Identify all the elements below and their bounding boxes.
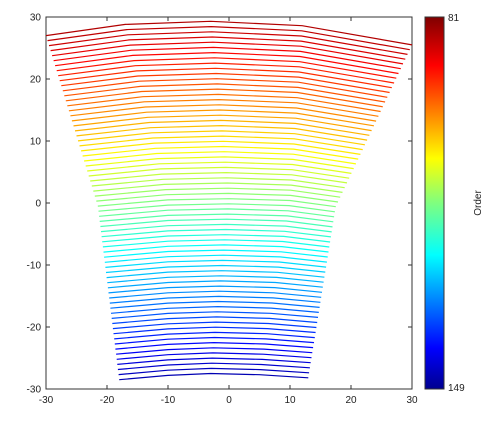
order-line-136 [110, 305, 319, 314]
order-line-90 [59, 67, 392, 89]
order-line-118 [99, 213, 334, 223]
order-line-137 [111, 311, 319, 319]
order-line-84 [50, 36, 406, 60]
y-tick-label: 0 [35, 199, 41, 210]
order-line-142 [114, 336, 315, 345]
order-line-130 [107, 275, 324, 284]
x-tick-label: 10 [284, 395, 296, 406]
x-axis: -30 -20 -10 0 10 20 30 [39, 17, 418, 406]
x-tick-label: 20 [345, 395, 357, 406]
order-line-119 [100, 218, 333, 228]
order-line-115 [97, 198, 336, 208]
order-line-113 [94, 187, 341, 198]
order-line-117 [99, 208, 335, 218]
order-line-144 [116, 347, 313, 355]
order-line-101 [76, 124, 368, 141]
order-line-138 [112, 316, 318, 325]
order-line-149 [119, 372, 309, 381]
order-line-96 [68, 98, 379, 117]
order-line-88 [56, 57, 397, 79]
order-line-143 [115, 341, 314, 350]
y-tick-label: -10 [27, 261, 42, 272]
order-line-111 [91, 177, 345, 189]
y-tick-label: 30 [30, 13, 42, 24]
colorbar-min-label: 149 [448, 383, 465, 394]
y-tick-label: 10 [30, 137, 42, 148]
order-line-127 [105, 259, 327, 268]
order-line-85 [52, 41, 404, 65]
order-line-134 [109, 295, 321, 304]
order-line-87 [55, 51, 399, 75]
order-line-124 [103, 244, 329, 253]
y-axis: -30 -20 -10 0 10 20 30 [27, 13, 412, 396]
order-line-92 [62, 78, 388, 98]
order-line-129 [106, 270, 325, 279]
colorbar: 81 149 Order [424, 13, 484, 394]
order-line-123 [102, 239, 330, 248]
order-line-135 [110, 300, 320, 309]
order-line-128 [105, 264, 326, 274]
order-line-81 [45, 20, 413, 46]
order-line-99 [73, 114, 372, 132]
x-tick-label: -30 [39, 395, 54, 406]
order-line-82 [47, 25, 410, 51]
order-line-86 [53, 46, 401, 70]
order-line-93 [64, 83, 386, 103]
order-line-97 [70, 104, 377, 122]
order-line-108 [87, 161, 352, 174]
order-line-106 [84, 151, 356, 165]
order-line-114 [96, 192, 339, 203]
y-tick-label: -30 [27, 385, 42, 396]
order-line-104 [81, 140, 361, 155]
x-tick-label: 0 [226, 395, 232, 406]
order-line-105 [82, 145, 359, 160]
order-line-112 [93, 182, 343, 193]
colorbar-max-label: 81 [448, 13, 460, 24]
order-line-145 [116, 352, 312, 360]
order-line-148 [118, 367, 310, 376]
y-tick-label: -20 [27, 323, 42, 334]
order-line-133 [109, 290, 322, 299]
order-line-95 [67, 93, 381, 113]
order-line-109 [88, 166, 350, 179]
order-line-116 [98, 203, 335, 213]
order-line-131 [107, 280, 323, 289]
order-line-126 [104, 254, 327, 263]
order-line-102 [77, 130, 365, 146]
colorbar-gradient [424, 16, 445, 390]
order-line-100 [74, 119, 370, 136]
order-line-132 [108, 285, 323, 294]
order-line-147 [117, 362, 310, 371]
order-line-140 [113, 326, 316, 335]
order-line-83 [48, 31, 408, 55]
x-tick-label: -20 [100, 395, 115, 406]
colorbar-title: Order [473, 190, 484, 216]
order-line-103 [79, 135, 363, 151]
x-tick-label: -10 [161, 395, 176, 406]
order-line-139 [112, 321, 317, 330]
order-lines-group [45, 20, 413, 381]
order-line-141 [114, 331, 315, 340]
order-line-107 [85, 156, 354, 170]
order-line-94 [65, 88, 383, 108]
order-line-146 [117, 357, 311, 365]
order-line-89 [58, 62, 395, 84]
order-line-98 [71, 109, 374, 127]
order-line-120 [100, 223, 332, 233]
order-line-122 [102, 234, 331, 243]
y-tick-label: 20 [30, 75, 42, 86]
order-line-125 [104, 249, 328, 258]
order-line-121 [101, 228, 331, 238]
order-line-91 [61, 72, 390, 94]
x-tick-label: 30 [406, 395, 418, 406]
order-line-110 [90, 171, 348, 184]
